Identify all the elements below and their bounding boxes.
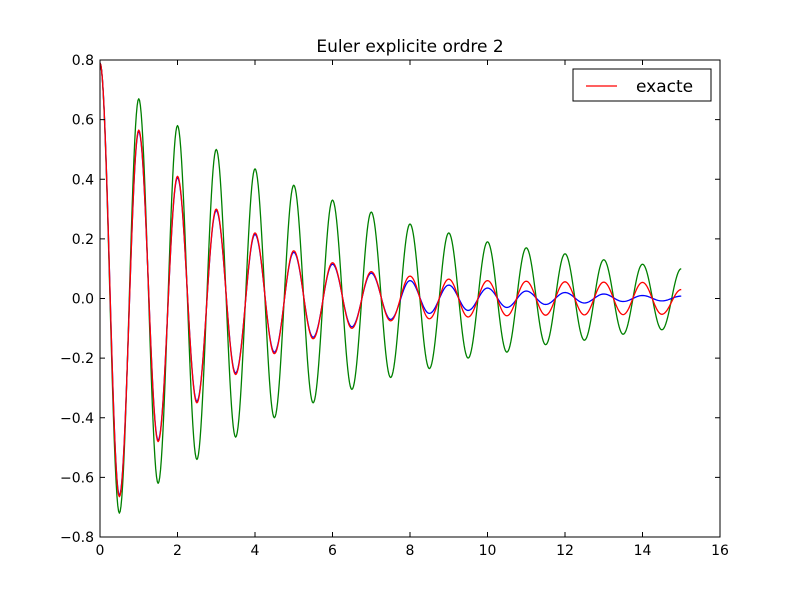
legend: exacte: [572, 68, 712, 102]
y-tick-label: 0.8: [72, 53, 94, 69]
legend-box: [572, 68, 712, 102]
series-line-exacte: [100, 62, 682, 498]
y-axis: −0.8 −0.6 −0.4 −0.2 0.0 0.2 0.4 0.6 0.8: [60, 53, 720, 546]
x-axis: 0 2 4 6 8 10 12 14 16: [96, 60, 729, 559]
x-tick-label: 10: [479, 543, 497, 559]
y-tick-label: −0.8: [60, 530, 94, 546]
y-tick-label: −0.4: [60, 411, 94, 427]
y-tick-label: 0.0: [72, 292, 94, 308]
x-tick-label: 0: [96, 543, 105, 559]
legend-label-exacte: exacte: [636, 77, 693, 97]
x-tick-label: 4: [251, 543, 260, 559]
y-tick-label: −0.6: [60, 470, 94, 486]
x-tick-label: 12: [556, 543, 574, 559]
y-tick-label: 0.2: [72, 232, 94, 248]
series-line-series-2: [100, 62, 682, 496]
series-layer: [100, 62, 682, 514]
y-tick-label: 0.6: [72, 113, 94, 129]
plot-area: [100, 60, 720, 537]
y-tick-label: −0.2: [60, 351, 94, 367]
series-line-series-1: [100, 62, 682, 514]
x-tick-label: 8: [406, 543, 415, 559]
x-tick-label: 16: [711, 543, 729, 559]
chart-title: Euler explicite ordre 2: [316, 37, 503, 57]
x-tick-label: 2: [173, 543, 182, 559]
y-tick-label: 0.4: [72, 172, 94, 188]
x-tick-label: 6: [328, 543, 337, 559]
x-tick-label: 14: [634, 543, 652, 559]
